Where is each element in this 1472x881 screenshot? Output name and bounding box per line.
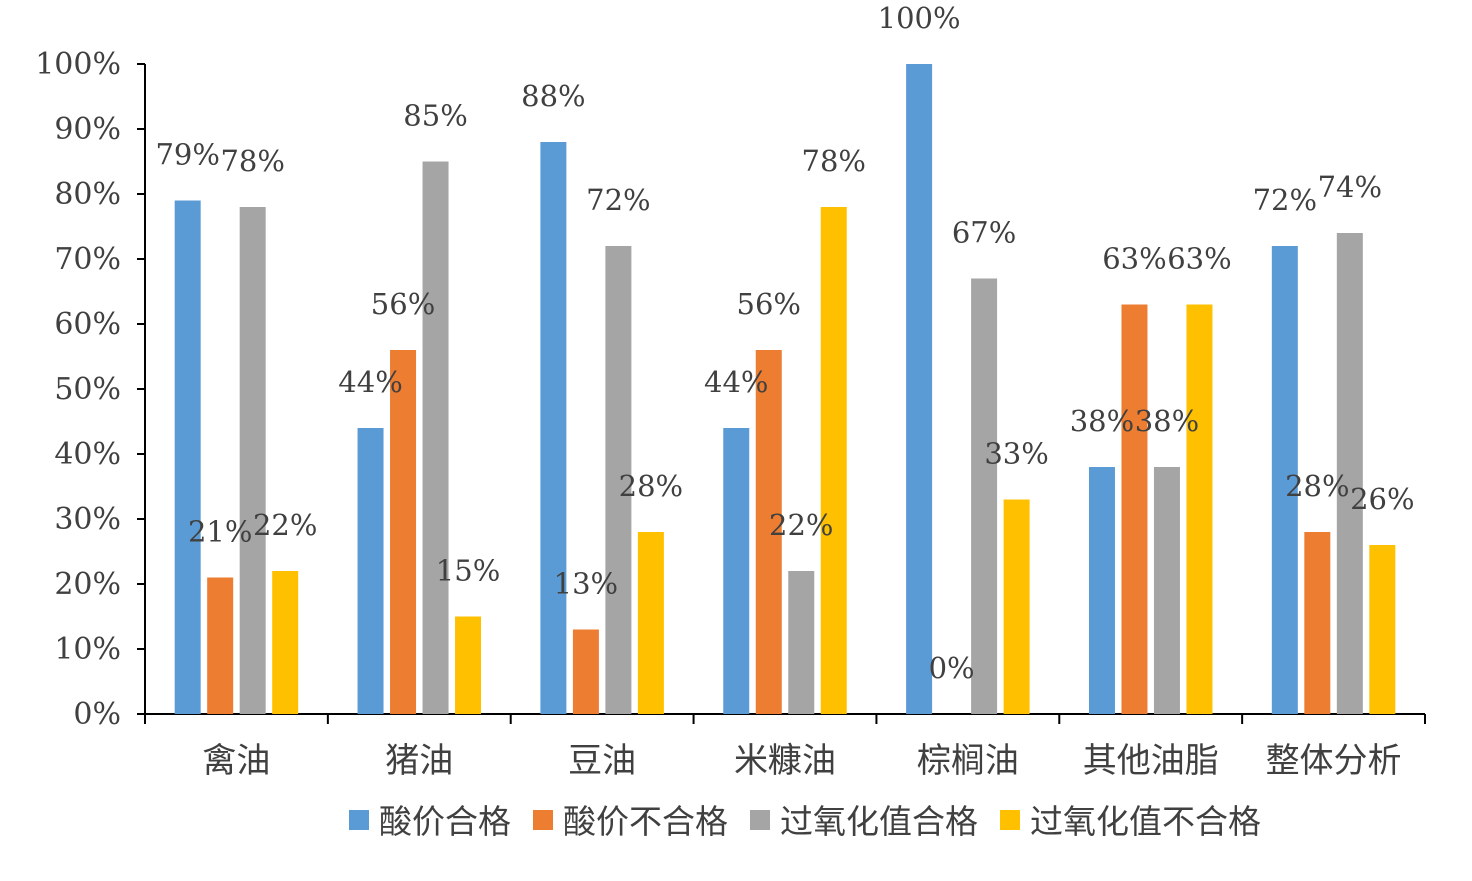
bar	[455, 616, 482, 714]
data-label: 100%	[878, 1, 961, 35]
data-label: 28%	[1285, 469, 1349, 503]
bar	[637, 532, 664, 714]
bar	[1186, 304, 1213, 714]
category-label: 禽油	[202, 741, 270, 781]
data-label: 22%	[769, 508, 833, 542]
bar	[1088, 467, 1115, 714]
data-labels: 79% 44% 88% 44% 100% 38% 72% 21% 56% 13% 56% 0% 63% 2…	[155, 1, 1414, 685]
legend-label: 过氧化值不合格	[1030, 802, 1261, 841]
legend-item: 酸价不合格	[533, 802, 728, 841]
data-label: 79%	[155, 138, 219, 172]
y-tick-label: 70%	[54, 242, 121, 277]
data-label: 63%	[1167, 242, 1231, 276]
y-tick-label: 80%	[54, 177, 121, 212]
data-label: 78%	[802, 144, 866, 178]
bar	[1336, 233, 1363, 714]
y-tick-label: 100%	[35, 47, 121, 82]
bar	[390, 350, 417, 714]
bar	[820, 207, 847, 714]
legend-label: 酸价合格	[379, 802, 511, 841]
category-label: 豆油	[568, 741, 636, 781]
data-label: 67%	[952, 216, 1016, 250]
legend-item: 酸价合格	[349, 802, 511, 841]
y-tick-label: 60%	[54, 307, 121, 342]
bars	[174, 64, 1396, 714]
legend: 酸价合格 酸价不合格 过氧化值合格 过氧化值不合格	[349, 802, 1261, 841]
data-label: 74%	[1318, 170, 1382, 204]
legend-item: 过氧化值合格	[750, 802, 978, 841]
legend-swatch	[533, 810, 553, 830]
data-label: 22%	[253, 508, 317, 542]
y-tick-label: 20%	[54, 567, 121, 602]
bar	[572, 629, 599, 714]
bar	[1369, 545, 1396, 714]
bar	[971, 278, 998, 714]
y-tick-label: 0%	[73, 697, 121, 732]
data-label: 21%	[188, 515, 252, 549]
data-label: 78%	[220, 144, 284, 178]
legend-label: 过氧化值合格	[780, 802, 978, 841]
bar	[1003, 499, 1030, 714]
bar	[1153, 467, 1180, 714]
bar	[755, 350, 782, 714]
legend-swatch	[349, 810, 369, 830]
data-label: 72%	[586, 183, 650, 217]
category-label: 整体分析	[1266, 741, 1402, 781]
data-label: 85%	[403, 99, 467, 133]
y-tick-label: 40%	[54, 437, 121, 472]
legend-swatch	[1000, 810, 1020, 830]
category-label: 其他油脂	[1083, 741, 1219, 781]
data-label: 13%	[554, 567, 618, 601]
legend-swatch	[750, 810, 770, 830]
data-label: 15%	[436, 554, 500, 588]
category-label: 猪油	[385, 741, 453, 781]
y-tick-label: 10%	[54, 632, 121, 667]
data-label: 0%	[929, 651, 975, 685]
legend-item: 过氧化值不合格	[1000, 802, 1261, 841]
bar	[1304, 532, 1331, 714]
y-axis: 0% 10% 20% 30% 40% 50% 60% 70% 80% 90% 100%	[35, 47, 146, 732]
data-label: 26%	[1350, 482, 1414, 516]
category-label: 米糠油	[734, 741, 836, 781]
y-tick-label: 90%	[54, 112, 121, 147]
data-label: 63%	[1102, 242, 1166, 276]
bar	[605, 246, 632, 714]
y-tick-label: 30%	[54, 502, 121, 537]
data-label: 44%	[338, 365, 402, 399]
data-label: 56%	[371, 287, 435, 321]
data-label: 88%	[521, 79, 585, 113]
bar	[272, 571, 299, 714]
data-label: 56%	[737, 287, 801, 321]
bar	[540, 142, 567, 714]
data-label: 72%	[1253, 183, 1317, 217]
bar	[906, 64, 933, 714]
bar	[1121, 304, 1148, 714]
data-label: 33%	[984, 437, 1048, 471]
data-label: 28%	[619, 469, 683, 503]
data-label: 38%	[1070, 404, 1134, 438]
data-label: 38%	[1135, 404, 1199, 438]
bar	[422, 161, 449, 714]
bar	[723, 428, 750, 714]
bar	[788, 571, 815, 714]
x-axis: 禽油 猪油 豆油 米糠油 棕榈油 其他油脂 整体分析	[144, 713, 1426, 781]
legend-label: 酸价不合格	[563, 802, 728, 841]
bar	[357, 428, 384, 714]
bar	[1271, 246, 1298, 714]
bar	[174, 200, 201, 714]
y-tick-label: 50%	[54, 372, 121, 407]
bar	[239, 207, 266, 714]
bar	[207, 577, 234, 714]
category-label: 棕榈油	[917, 741, 1019, 781]
data-label: 44%	[704, 365, 768, 399]
